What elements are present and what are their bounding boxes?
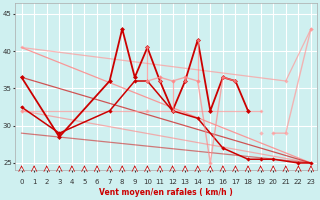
X-axis label: Vent moyen/en rafales ( km/h ): Vent moyen/en rafales ( km/h ) — [100, 188, 233, 197]
